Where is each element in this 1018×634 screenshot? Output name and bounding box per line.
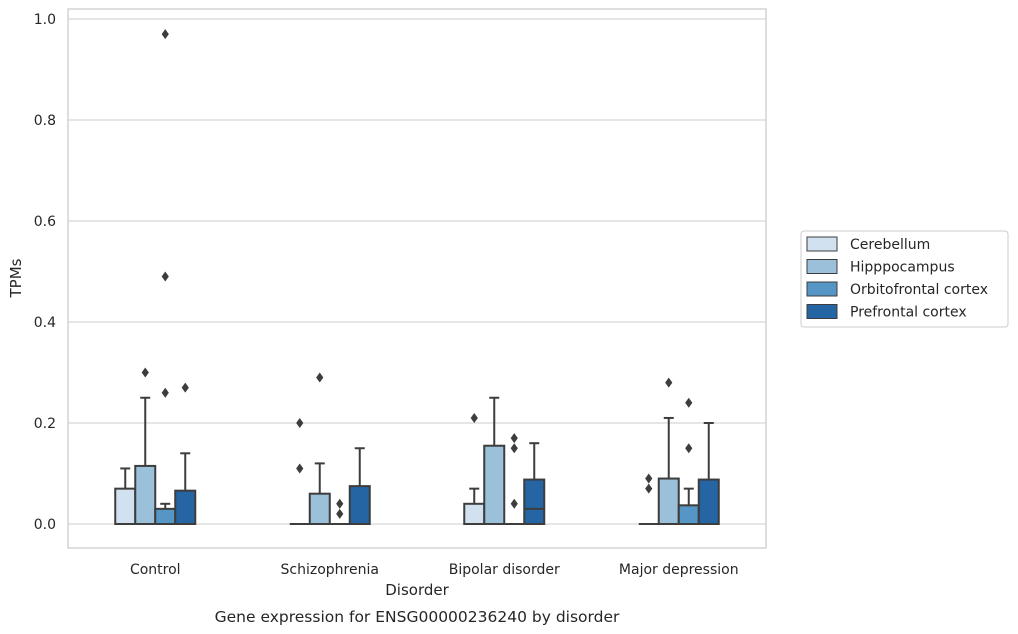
outlier-point [645,483,653,494]
legend-label: Cerebellum [850,237,930,253]
y-axis-label: TPMs [7,258,25,298]
box-cerebellum [638,473,659,525]
outlier-point [296,418,304,428]
outlier-point [181,382,189,393]
outlier-point [510,498,518,509]
chart-caption: Gene expression for ENSG00000236240 by d… [215,608,620,626]
x-axis-ticks: Control Schizophrenia Bipolar disorder Majo… [130,562,739,578]
box-prefrontal-cortex [348,447,371,525]
plot-area-frame [67,8,767,549]
x-tick-label: Schizophrenia [281,562,379,578]
x-tick-label: Control [130,562,181,578]
box-orbitofrontal-cortex [677,397,700,526]
box-body [523,478,546,525]
x-tick-label: Bipolar disorder [449,562,560,578]
box-orbitofrontal-cortex [504,433,525,525]
box-hipppocampus [134,367,157,525]
box-hipppocampus [483,396,506,526]
y-tick-label: 0.0 [34,517,56,533]
y-tick-label: 1.0 [34,12,56,28]
legend-swatch [806,236,838,252]
box-cerebellum [289,418,310,525]
y-axis-ticks: 0.0 0.2 0.4 0.6 0.8 1.0 [34,12,56,533]
box-hipppocampus [308,372,331,526]
outlier-point [161,271,169,282]
x-tick-label: Major depression [619,562,739,578]
box-body [308,492,331,526]
box-body [348,485,371,525]
legend-swatch [806,259,838,274]
legend-label: Orbitofrontal cortex [850,282,988,298]
box-orbitofrontal-cortex [154,29,177,526]
outlier-point [316,372,324,383]
box-prefrontal-cortex [174,382,197,526]
box-prefrontal-cortex [523,442,546,525]
x-axis-label: Disorder [385,581,449,599]
box-orbitofrontal-cortex [329,498,350,525]
outlier-point [510,443,518,454]
outlier-point [161,387,169,398]
y-tick-label: 0.8 [34,113,56,129]
box-hipppocampus [657,377,680,525]
outlier-point [685,443,693,454]
box-body [697,478,720,525]
box-body [114,487,137,525]
box-prefrontal-cortex [697,422,720,525]
outlier-point [141,367,149,378]
box-body [174,489,197,526]
legend-label: Hipppocampus [850,260,955,276]
outlier-point [665,377,673,388]
box-body [657,477,680,525]
box-body [463,502,486,525]
boxes [114,29,720,526]
box-cerebellum [463,412,486,525]
outlier-point [336,508,344,519]
outlier-point [510,433,518,444]
box-body [154,507,177,526]
outlier-point [645,473,653,484]
legend: Cerebellum Hipppocampus Orbitofrontal cort… [800,230,1009,328]
y-tick-label: 0.6 [34,214,56,230]
outlier-point [296,463,304,474]
legend-frame [800,230,1009,328]
grid-lines [68,18,766,525]
legend-swatch [806,304,838,319]
outlier-point [685,397,693,408]
legend-label: Prefrontal cortex [850,305,967,321]
y-tick-label: 0.4 [34,315,56,331]
outlier-point [470,412,478,423]
box-body [483,444,506,526]
y-tick-label: 0.2 [34,416,56,432]
box-body [134,464,157,525]
outlier-point [336,498,344,509]
legend-swatch [806,281,838,297]
outlier-point [161,29,169,40]
box-body [677,504,700,526]
box-cerebellum [114,467,137,525]
